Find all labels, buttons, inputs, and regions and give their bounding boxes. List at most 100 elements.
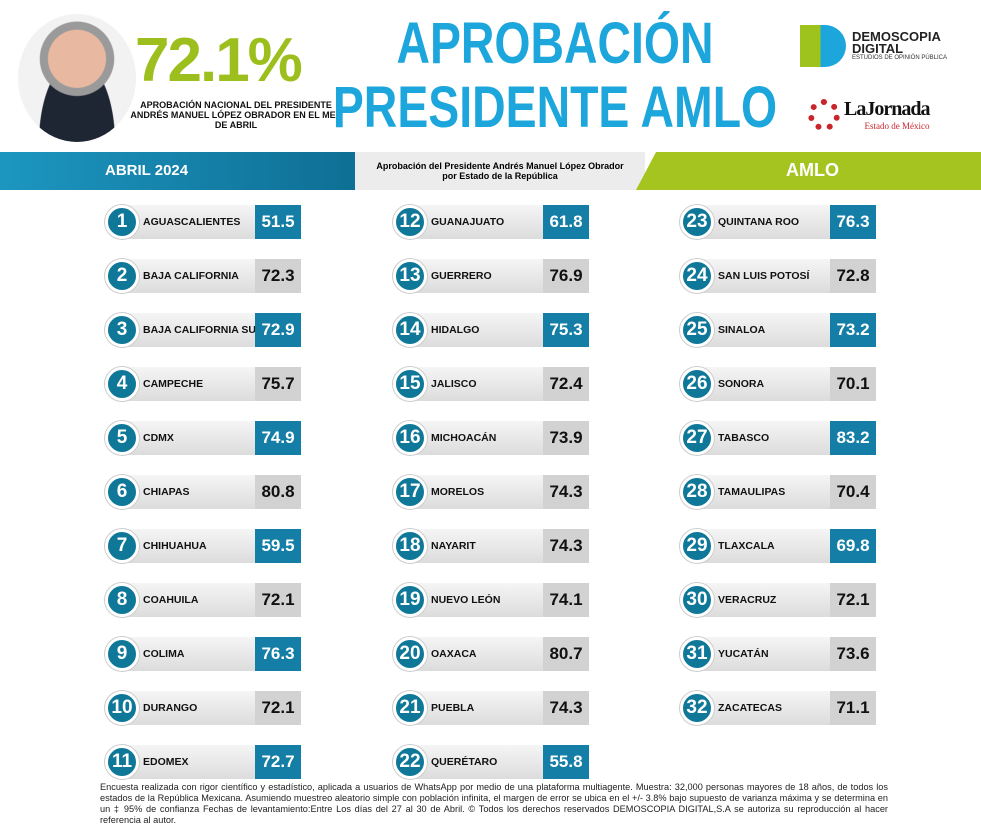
approval-value: 71.1 [830,691,876,725]
state-row: 13 GUERRERO 76.9 [393,259,589,293]
state-name: TLAXCALA [718,540,775,552]
approval-value: 72.1 [255,691,301,725]
rank-badge: 21 [393,691,427,725]
approval-value: 76.3 [255,637,301,671]
state-name: QUERÉTARO [431,756,498,768]
title-line-1: APROBACIÓN [396,11,714,76]
approval-value: 73.2 [830,313,876,347]
approval-value: 73.6 [830,637,876,671]
rank-badge: 19 [393,583,427,617]
state-row: 19 NUEVO LEÓN 74.1 [393,583,589,617]
state-name: BAJA CALIFORNIA SUR [143,324,255,336]
approval-value: 51.5 [255,205,301,239]
demoscopia-logo: DEMOSCOPIA DIGITAL ESTUDIOS DE OPINIÓN PÚB… [800,25,947,67]
state-name: QUINTANA ROO [718,216,800,228]
rank-badge: 12 [393,205,427,239]
band-desc-2: por Estado de la República [442,171,558,181]
rank-badge: 27 [680,421,714,455]
rank-badge: 20 [393,637,427,671]
state-row: 2 BAJA CALIFORNIA 72.3 [105,259,301,293]
logo-text-2: DIGITAL [852,41,904,56]
approval-value: 73.9 [543,421,589,455]
state-name: CHIAPAS [143,486,190,498]
methodology-note: Encuesta realizada con rigor científico … [100,782,888,825]
state-row: 6 CHIAPAS 80.8 [105,475,301,509]
approval-value: 55.8 [543,745,589,779]
approval-value: 80.8 [255,475,301,509]
state-row: 10 DURANGO 72.1 [105,691,301,725]
state-row: 31 YUCATÁN 73.6 [680,637,876,671]
state-name: TABASCO [718,432,770,444]
state-row: 21 PUEBLA 74.3 [393,691,589,725]
state-name: COLIMA [143,648,185,660]
state-row: 27 TABASCO 83.2 [680,421,876,455]
state-row: 11 EDOMEX 72.7 [105,745,301,779]
state-name: SAN LUIS POTOSÍ [718,270,810,282]
page-title: APROBACIÓN PRESIDENTE AMLO [323,12,787,140]
approval-value: 59.5 [255,529,301,563]
rank-badge: 2 [105,259,139,293]
state-row: 24 SAN LUIS POTOSÍ 72.8 [680,259,876,293]
state-name: GUERRERO [431,270,492,282]
state-row: 23 QUINTANA ROO 76.3 [680,205,876,239]
state-row: 18 NAYARIT 74.3 [393,529,589,563]
approval-value: 74.3 [543,691,589,725]
state-name: VERACRUZ [718,594,777,606]
state-row: 15 JALISCO 72.4 [393,367,589,401]
state-row: 32 ZACATECAS 71.1 [680,691,876,725]
logo-tagline: ESTUDIOS DE OPINIÓN PÚBLICA [852,55,948,61]
state-name: OAXACA [431,648,477,660]
rank-badge: 31 [680,637,714,671]
approval-value: 83.2 [830,421,876,455]
approval-value: 80.7 [543,637,589,671]
state-row: 17 MORELOS 74.3 [393,475,589,509]
rank-badge: 10 [105,691,139,725]
rank-badge: 29 [680,529,714,563]
state-name: HIDALGO [431,324,480,336]
band-desc-1: Aprobación del Presidente Andrés Manuel … [376,161,624,171]
state-row: 3 BAJA CALIFORNIA SUR 72.9 [105,313,301,347]
approval-value: 76.9 [543,259,589,293]
sun-icon [808,98,840,131]
rank-badge: 9 [105,637,139,671]
state-name: NUEVO LEÓN [431,594,501,606]
approval-value: 75.7 [255,367,301,401]
state-row: 5 CDMX 74.9 [105,421,301,455]
president-photo [18,14,136,142]
rank-badge: 7 [105,529,139,563]
rank-badge: 26 [680,367,714,401]
state-row: 26 SONORA 70.1 [680,367,876,401]
approval-value: 72.7 [255,745,301,779]
state-name: BAJA CALIFORNIA [143,270,239,282]
state-name: EDOMEX [143,756,189,768]
rank-badge: 11 [105,745,139,779]
national-approval: 72.1% [135,26,303,95]
approval-value: 61.8 [543,205,589,239]
state-name: MICHOACÁN [431,432,497,444]
rank-badge: 25 [680,313,714,347]
state-name: COAHUILA [143,594,199,606]
state-name: CAMPECHE [143,378,204,390]
rank-badge: 22 [393,745,427,779]
state-row: 22 QUERÉTARO 55.8 [393,745,589,779]
state-row: 9 COLIMA 76.3 [105,637,301,671]
state-row: 7 CHIHUAHUA 59.5 [105,529,301,563]
state-row: 20 OAXACA 80.7 [393,637,589,671]
state-row: 4 CAMPECHE 75.7 [105,367,301,401]
approval-value: 72.1 [255,583,301,617]
state-row: 28 TAMAULIPAS 70.4 [680,475,876,509]
rank-badge: 8 [105,583,139,617]
rank-badge: 15 [393,367,427,401]
state-row: 30 VERACRUZ 72.1 [680,583,876,617]
state-name: YUCATÁN [718,648,769,660]
state-name: MORELOS [431,486,485,498]
state-name: AGUASCALIENTES [143,216,241,228]
title-line-2: PRESIDENTE AMLO [332,75,778,140]
rank-badge: 5 [105,421,139,455]
rank-badge: 24 [680,259,714,293]
approval-value: 74.3 [543,475,589,509]
state-name: SINALOA [718,324,766,336]
rank-badge: 6 [105,475,139,509]
band-amlo: AMLO [636,152,981,190]
approval-value: 72.4 [543,367,589,401]
